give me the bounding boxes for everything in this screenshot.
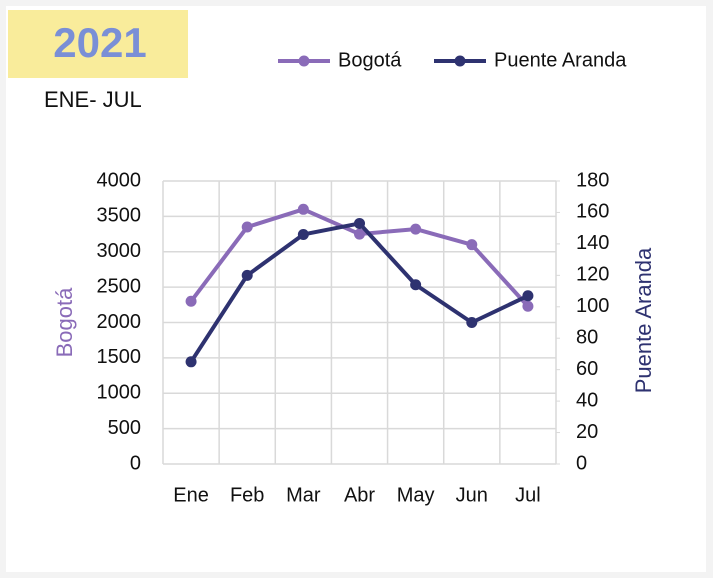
y-axis-label: Bogotá bbox=[52, 287, 77, 357]
y-tick-label: 2500 bbox=[97, 275, 142, 297]
y2-axis-label: Puente Aranda bbox=[631, 247, 656, 393]
y2-tick-label: 20 bbox=[576, 421, 598, 443]
point bbox=[297, 203, 309, 215]
legend-label: Bogotá bbox=[338, 49, 402, 71]
y-tick-label: 4000 bbox=[97, 169, 142, 191]
x-tick-label: May bbox=[397, 484, 435, 506]
y2-tick-label: 40 bbox=[576, 389, 598, 411]
point bbox=[354, 228, 365, 240]
y-tick-label: 3000 bbox=[97, 240, 142, 262]
y-tick-label: 0 bbox=[130, 452, 141, 474]
legend-marker bbox=[454, 55, 466, 67]
y2-tick-label: 180 bbox=[576, 169, 609, 191]
y2-tick-label: 80 bbox=[576, 327, 598, 349]
x-tick-label: Abr bbox=[344, 484, 375, 506]
y2-tick-label: 100 bbox=[576, 295, 609, 317]
y-tick-label: 3500 bbox=[97, 205, 142, 227]
x-tick-label: Jul bbox=[515, 484, 541, 506]
chart-title: 2021 bbox=[53, 19, 146, 66]
point bbox=[410, 223, 422, 235]
y-tick-label: 2000 bbox=[97, 311, 142, 333]
legend-label: Puente Aranda bbox=[494, 49, 627, 71]
y2-tick-label: 0 bbox=[576, 452, 587, 474]
point bbox=[522, 290, 534, 302]
x-tick-label: Feb bbox=[230, 484, 264, 506]
point bbox=[410, 279, 422, 291]
y-tick-label: 1000 bbox=[97, 382, 142, 404]
x-tick-label: Jun bbox=[456, 484, 488, 506]
point bbox=[241, 221, 253, 233]
y2-tick-label: 160 bbox=[576, 201, 609, 223]
point bbox=[185, 356, 197, 368]
y2-tick-label: 140 bbox=[576, 232, 609, 254]
y-tick-label: 500 bbox=[108, 417, 141, 439]
card bbox=[6, 6, 706, 572]
x-tick-label: Mar bbox=[286, 484, 321, 506]
legend-marker bbox=[298, 55, 310, 67]
point bbox=[297, 228, 309, 240]
y-tick-label: 1500 bbox=[97, 346, 142, 368]
point bbox=[241, 269, 253, 281]
title-box bbox=[8, 10, 188, 78]
point bbox=[522, 300, 534, 312]
chart-subtitle: ENE- JUL bbox=[44, 87, 142, 112]
point bbox=[466, 317, 478, 328]
y2-tick-label: 60 bbox=[576, 358, 598, 380]
point bbox=[466, 239, 478, 251]
point bbox=[185, 295, 197, 307]
y2-tick-label: 120 bbox=[576, 264, 609, 286]
x-tick-label: Ene bbox=[173, 484, 209, 506]
point bbox=[354, 217, 365, 229]
